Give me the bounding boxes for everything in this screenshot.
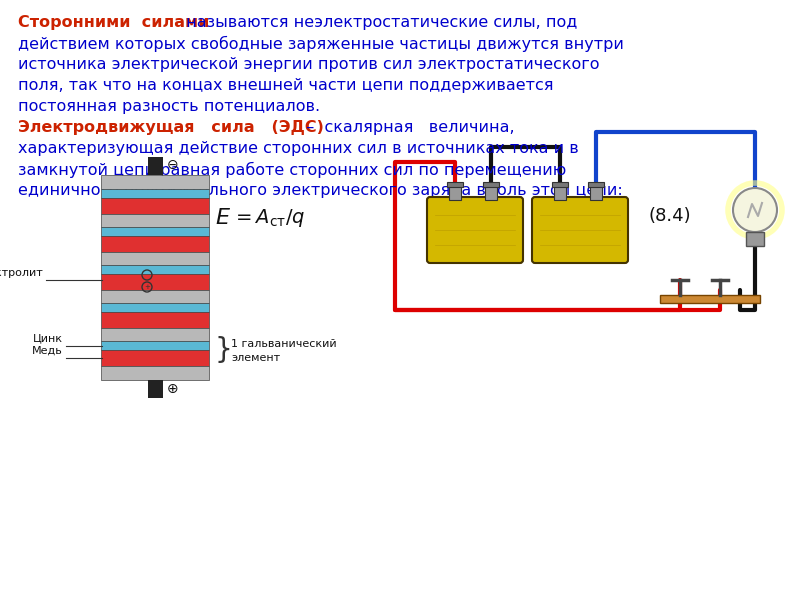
Bar xyxy=(447,182,463,187)
Bar xyxy=(101,341,209,350)
Bar xyxy=(101,312,209,328)
Bar xyxy=(147,380,162,398)
Text: Электролит: Электролит xyxy=(0,268,43,278)
Text: $\mathbf{\mathit{E}}$: $\mathbf{\mathit{E}}$ xyxy=(215,208,231,228)
FancyBboxPatch shape xyxy=(427,197,523,263)
Bar xyxy=(588,182,604,187)
Bar xyxy=(101,198,209,214)
Text: действием которых свободные заряженные частицы движутся внутри: действием которых свободные заряженные ч… xyxy=(18,36,624,52)
Bar xyxy=(101,328,209,341)
Text: +: + xyxy=(144,284,150,290)
Text: постоянная разность потенциалов.: постоянная разность потенциалов. xyxy=(18,99,320,114)
Bar xyxy=(101,175,209,189)
Bar xyxy=(101,252,209,265)
Bar xyxy=(590,184,602,200)
Bar xyxy=(485,184,498,200)
Text: элемент: элемент xyxy=(231,353,280,363)
Text: называются неэлектростатические силы, под: называются неэлектростатические силы, по… xyxy=(181,15,578,30)
Bar xyxy=(101,350,209,366)
Text: ⊖: ⊖ xyxy=(167,158,178,172)
Text: единичного положительного электрического заряда вдоль этой цепи:: единичного положительного электрического… xyxy=(18,183,622,198)
Text: замкнутой цепи равная работе сторонних сил по перемещению: замкнутой цепи равная работе сторонних с… xyxy=(18,162,566,178)
Text: (8.4): (8.4) xyxy=(648,207,690,225)
Bar xyxy=(101,214,209,227)
Bar xyxy=(101,303,209,312)
Bar xyxy=(554,184,566,200)
Text: Медь: Медь xyxy=(32,346,63,356)
Text: ⊕: ⊕ xyxy=(167,382,178,396)
FancyBboxPatch shape xyxy=(532,197,628,263)
Circle shape xyxy=(733,188,777,232)
Bar xyxy=(552,182,568,187)
Bar xyxy=(746,232,764,246)
Text: $= A_{\mathsf{ст}}/q$: $= A_{\mathsf{ст}}/q$ xyxy=(232,207,306,229)
Bar xyxy=(147,157,162,175)
Text: Сторонними  силами: Сторонними силами xyxy=(18,15,210,30)
Bar xyxy=(101,236,209,252)
Bar xyxy=(101,265,209,274)
Text: Цинк: Цинк xyxy=(33,334,63,343)
Text: характеризующая действие сторонних сил в источниках тока и в: характеризующая действие сторонних сил в… xyxy=(18,141,578,156)
Text: –  скалярная   величина,: – скалярная величина, xyxy=(296,120,514,135)
Text: поля, так что на концах внешней части цепи поддерживается: поля, так что на концах внешней части це… xyxy=(18,78,554,93)
Bar xyxy=(101,366,209,380)
Bar xyxy=(101,227,209,236)
Text: Электродвижущая   сила   (ЭДС): Электродвижущая сила (ЭДС) xyxy=(18,120,324,135)
Text: 1 гальванический: 1 гальванический xyxy=(231,339,337,349)
Bar xyxy=(101,189,209,198)
Bar xyxy=(450,184,461,200)
Bar xyxy=(101,290,209,303)
Text: .: . xyxy=(285,207,304,226)
Bar xyxy=(483,182,499,187)
Bar xyxy=(101,274,209,290)
Text: }: } xyxy=(215,336,233,364)
Text: источника электрической энергии против сил электростатического: источника электрической энергии против с… xyxy=(18,57,599,72)
Bar xyxy=(660,295,760,303)
